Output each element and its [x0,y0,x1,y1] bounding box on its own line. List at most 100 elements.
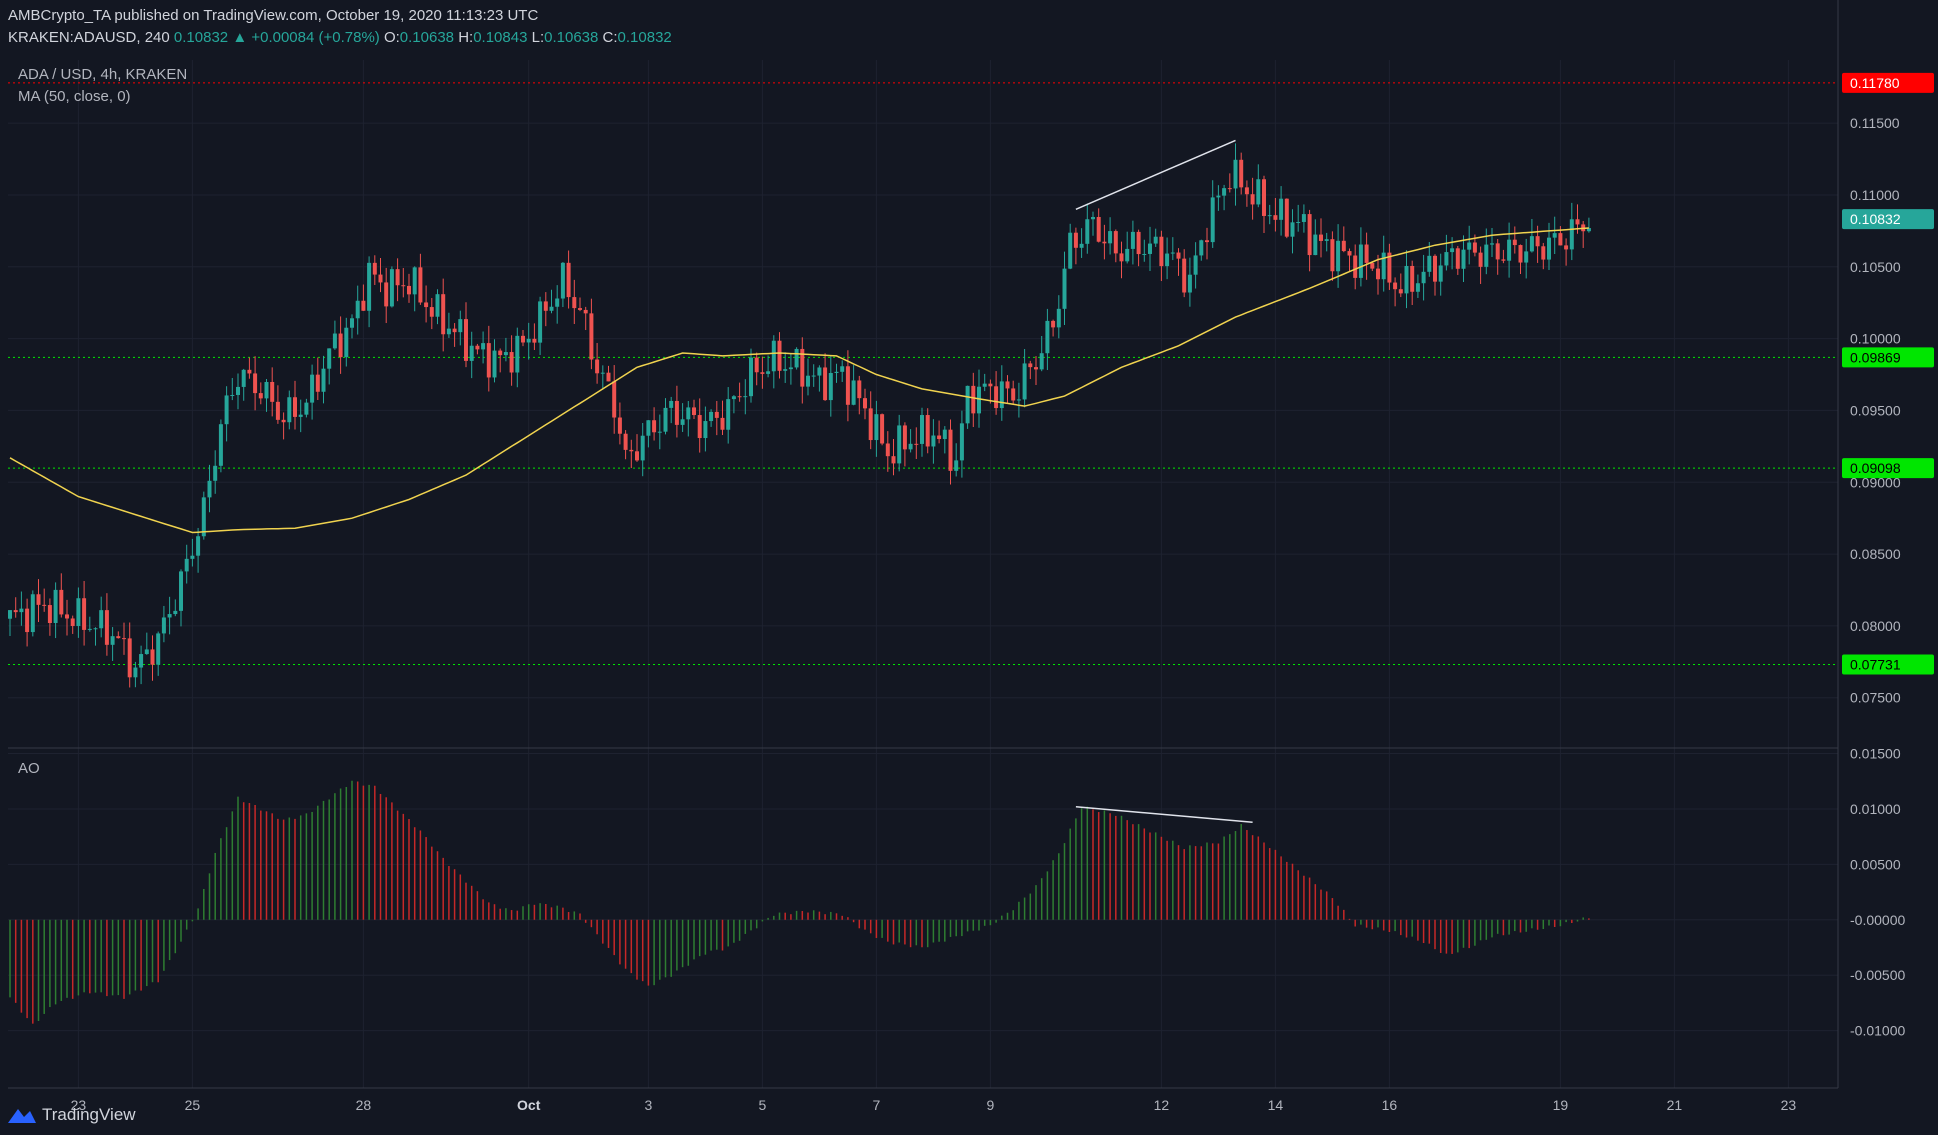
open-value: 0.10638 [399,29,455,46]
candle-body [1358,244,1363,278]
candle-body [549,306,554,311]
candle-body [988,383,993,387]
candle-body [1244,187,1249,195]
candle-body [845,366,850,405]
candle-body [492,350,497,378]
candle-body [401,285,406,287]
candle-body [925,415,930,447]
candle-body [817,367,822,376]
candle-body [144,649,149,655]
ao-tick-label: 0.01000 [1850,801,1901,817]
high-value: 0.10843 [473,29,528,46]
candle-body [1011,388,1016,401]
candle-body [954,460,959,471]
candle-body [475,345,480,350]
level-label: 0.11780 [1850,75,1900,91]
candle-body [1062,268,1067,309]
candle-body [1028,363,1033,368]
time-tick-label: 12 [1154,1097,1170,1113]
ao-legend[interactable]: AO [18,760,40,777]
candle-body [868,408,873,441]
candle-body [298,414,303,417]
candle-body [1569,219,1574,250]
candle-body [1039,353,1044,370]
candle-body [914,443,919,445]
candle-body [1387,252,1392,283]
candle-body [1153,236,1158,244]
candle-body [1438,265,1443,282]
candle-body [1005,381,1010,389]
candle-body [25,608,30,633]
candle-body [338,333,343,358]
publisher-line: AMBCrypto_TA published on TradingView.co… [8,7,539,24]
candle-body [674,400,679,425]
candle-body [1256,179,1261,205]
candle-body [1455,248,1460,269]
time-tick-label: 25 [185,1097,201,1113]
candle-body [851,380,856,405]
candle-body [1284,198,1289,237]
candle-body [161,617,166,634]
series-title[interactable]: ADA / USD, 4h, KRAKEN [18,66,188,83]
candle-body [1524,251,1529,263]
candle-body [1535,236,1540,247]
price-tick-label: 0.10500 [1850,259,1901,275]
candle-body [1347,251,1352,256]
candle-body [566,262,571,298]
candle-body [589,313,594,360]
candle-body [703,421,708,439]
candle-body [560,262,565,299]
level-label: 0.07731 [1850,657,1901,673]
candle-body [697,415,702,439]
candle-body [1148,243,1152,254]
candle-body [1022,363,1027,400]
candle-body [663,407,668,432]
candle-body [332,333,337,349]
candle-body [1267,215,1272,217]
price-tick-label: 0.11500 [1850,115,1900,131]
candle-body [1421,271,1426,284]
candle-body [771,340,776,372]
candle-body [1159,236,1164,267]
candle-body [743,396,748,398]
candle-body [167,614,172,618]
candle-body [720,417,725,430]
candle-body [116,636,121,639]
candle-body [766,371,771,374]
time-tick-label: 23 [1781,1097,1797,1113]
tradingview-logo[interactable]: TradingView [8,1105,136,1125]
candle-body [1427,255,1432,272]
candle-body [1450,248,1455,253]
candle-body [1205,240,1209,243]
candle-body [1507,239,1512,261]
candle-body [1301,214,1306,222]
candle-body [127,638,132,678]
candle-body [452,328,457,333]
candle-body [521,335,525,343]
candle-body [139,654,144,668]
candle-body [1187,274,1192,293]
candle-body [1142,253,1147,255]
candle-body [902,425,907,450]
ao-tick-label: -0.01000 [1850,1023,1905,1039]
candle-body [1262,179,1266,216]
candle-body [241,369,246,387]
candle-body [213,465,218,481]
candle-body [361,300,366,311]
ma-legend[interactable]: MA (50, close, 0) [18,88,131,105]
candle-body [595,359,600,374]
candle-body [1216,195,1221,198]
candle-body [201,497,206,537]
candle-body [709,411,714,422]
candle-body [1091,216,1095,220]
candle-body [1404,265,1409,294]
candle-body [224,395,229,425]
ao-trendline [1075,805,1253,824]
candle-body [578,308,582,310]
candle-body [82,598,87,630]
candle-body [1398,289,1403,294]
candle-body [275,401,280,420]
candle-body [150,649,155,665]
candle-body [218,424,223,466]
